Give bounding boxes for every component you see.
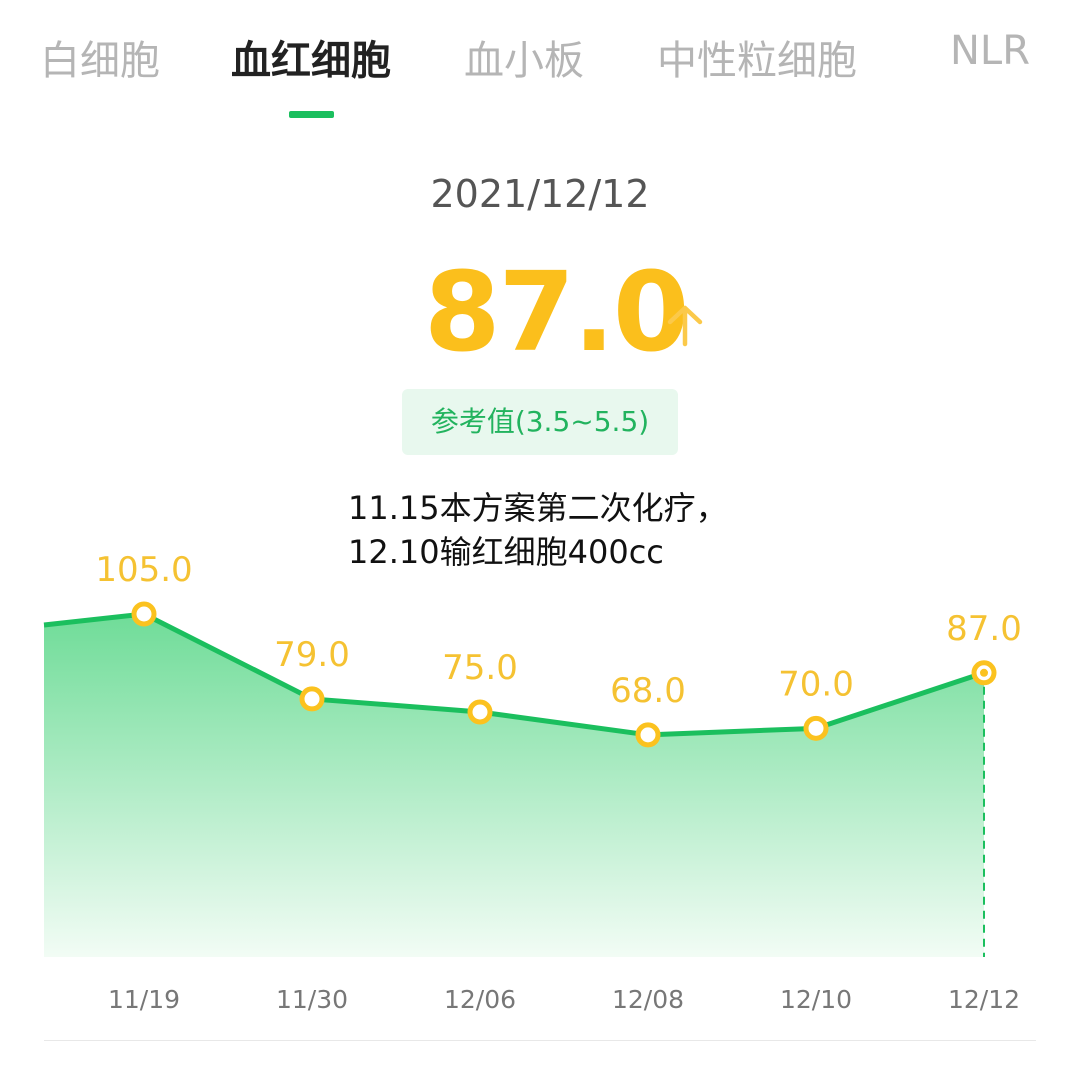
data-point[interactable]	[131, 601, 157, 627]
data-point[interactable]	[467, 699, 493, 725]
data-point[interactable]	[803, 715, 829, 741]
tab-wbc[interactable]: 白细胞	[40, 38, 160, 84]
x-tick-label: 12/08	[612, 985, 684, 1014]
active-tab-indicator	[289, 111, 334, 118]
data-label: 105.0	[95, 550, 192, 590]
reference-range-badge: 参考值(3.5~5.5)	[402, 389, 678, 455]
divider	[44, 1040, 1036, 1041]
tab-nlr[interactable]: NLR	[950, 28, 1030, 74]
tab-neutrophil[interactable]: 中性粒细胞	[657, 38, 857, 84]
x-tick-label: 12/06	[444, 985, 516, 1014]
data-point[interactable]	[635, 722, 661, 748]
area-fill	[44, 614, 984, 957]
tab-rbc[interactable]: 血红细胞	[231, 38, 391, 84]
x-tick-label: 11/19	[108, 985, 180, 1014]
data-label: 87.0	[946, 609, 1022, 649]
tab-platelet[interactable]: 血小板	[464, 38, 584, 84]
data-label: 79.0	[274, 635, 350, 675]
selected-point-dot	[980, 668, 988, 677]
x-tick-label: 12/10	[780, 985, 852, 1014]
selected-date: 2021/12/12	[430, 172, 650, 216]
x-tick-label: 12/12	[948, 985, 1020, 1014]
data-label: 68.0	[610, 671, 686, 711]
data-label: 70.0	[778, 664, 854, 704]
x-tick-label: 11/30	[276, 985, 348, 1014]
data-label: 75.0	[442, 648, 518, 688]
selected-value: 87.0	[424, 248, 689, 376]
arrow-up-icon	[667, 305, 703, 347]
tab-bar: 白细胞 血红细胞 血小板 中性粒细胞 NLR	[0, 28, 1080, 88]
data-point[interactable]	[299, 686, 325, 712]
annotation-note: 11.15本方案第二次化疗， 12.10输红细胞400cc	[348, 489, 728, 571]
